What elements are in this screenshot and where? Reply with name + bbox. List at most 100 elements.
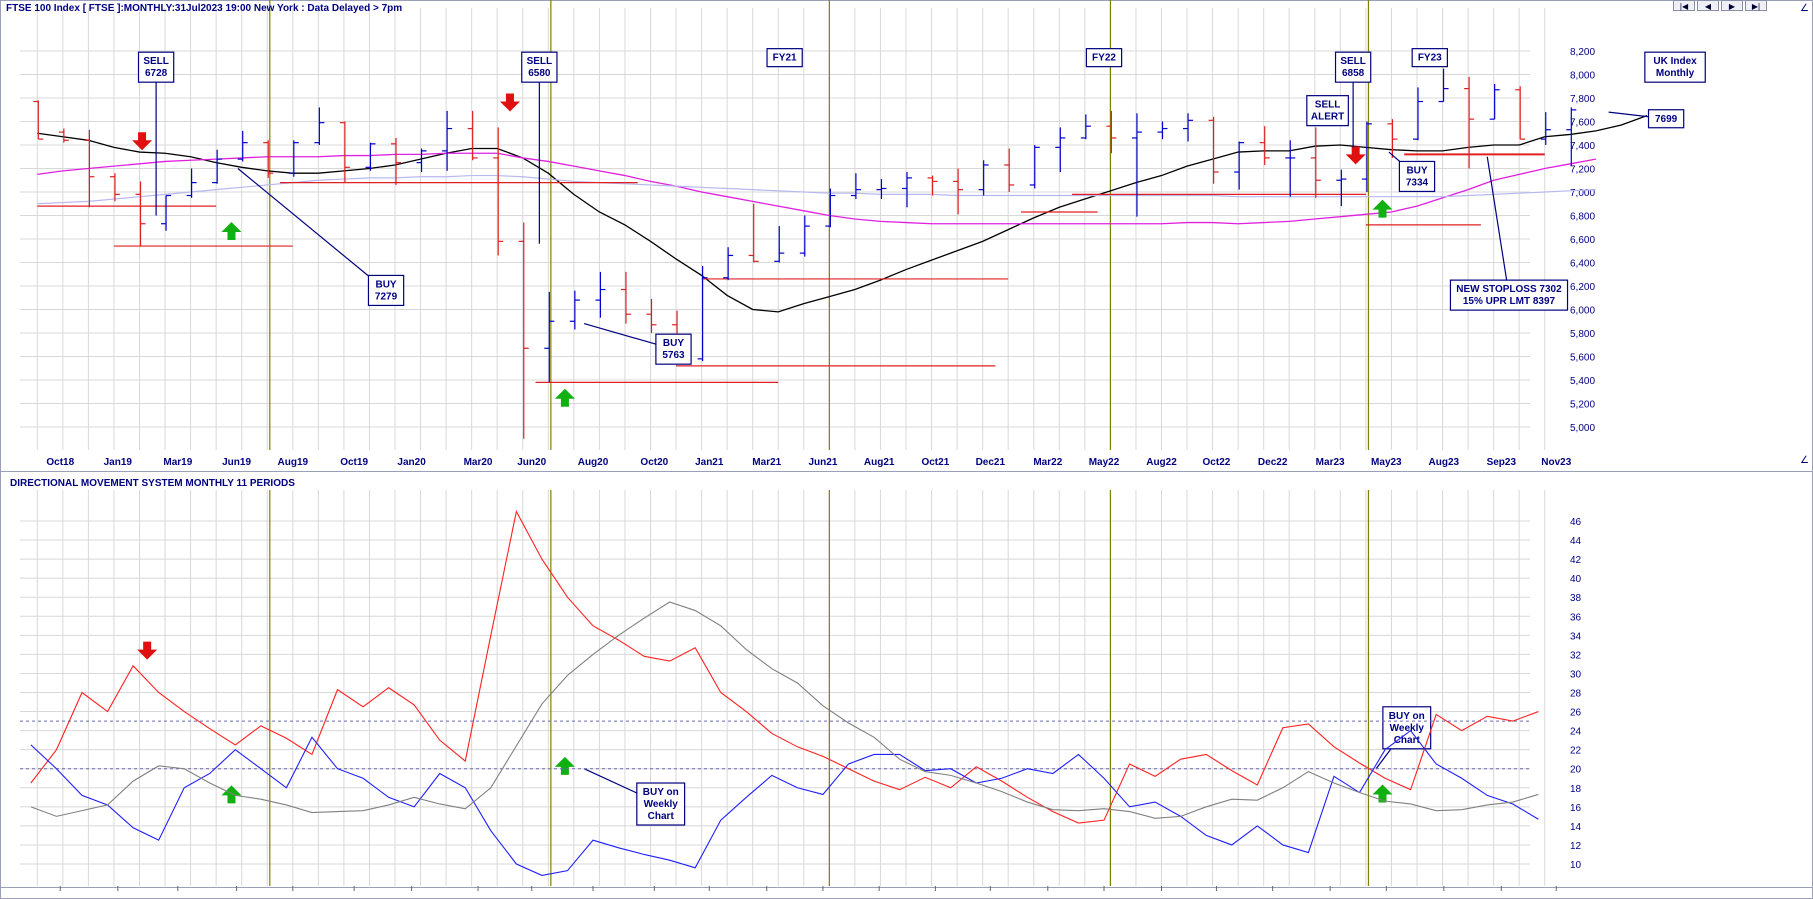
next-icon[interactable]: ▶ bbox=[1721, 0, 1743, 11]
ohlc-bar bbox=[620, 271, 631, 324]
price-axis-tick-label: 5,600 bbox=[1570, 353, 1595, 364]
price-annotation-text: SELL bbox=[1340, 56, 1366, 67]
ohlc-bar bbox=[1285, 140, 1296, 197]
x-axis-tick-label: Jun20 bbox=[517, 457, 546, 468]
ohlc-bar bbox=[1004, 148, 1015, 192]
price-annotation-box bbox=[766, 48, 803, 68]
x-axis-tick-label: Aug20 bbox=[578, 457, 609, 468]
ohlc-bar bbox=[1336, 169, 1347, 207]
price-axis-tick-label: 7,000 bbox=[1570, 188, 1595, 199]
ohlc-bar bbox=[109, 173, 120, 202]
x-axis-tick-label: Aug21 bbox=[864, 457, 895, 468]
dmi-axis-tick-label: 38 bbox=[1570, 593, 1582, 604]
x-axis-tick-label: Oct22 bbox=[1203, 457, 1231, 468]
dmi-axis-tick-label: 44 bbox=[1570, 536, 1582, 547]
x-axis-tick-label: Dec22 bbox=[1258, 457, 1288, 468]
adx-line bbox=[30, 601, 1539, 819]
price-axis-tick-label: 5,800 bbox=[1570, 329, 1595, 340]
ohlc-bar bbox=[927, 175, 938, 196]
ohlc-bar bbox=[467, 110, 478, 161]
ohlc-bar bbox=[1029, 145, 1040, 189]
price-annotation-text: 5763 bbox=[662, 350, 685, 361]
buy-arrow-icon bbox=[221, 221, 242, 240]
ohlc-bar bbox=[1438, 68, 1449, 103]
x-axis-tick-label: May23 bbox=[1371, 457, 1402, 468]
price-annotation-box bbox=[1644, 51, 1706, 83]
ohlc-bar bbox=[1413, 87, 1423, 141]
dmi-axis-tick-label: 32 bbox=[1570, 650, 1582, 661]
dmi-axis-tick-label: 46 bbox=[1570, 517, 1582, 528]
buy-arrow-icon bbox=[554, 756, 575, 775]
ohlc-bar bbox=[442, 110, 453, 171]
price-annotation-text: BUY bbox=[375, 279, 396, 290]
price-annotation-text: BUY bbox=[663, 338, 684, 349]
x-axis-tick-label: Dec21 bbox=[976, 457, 1006, 468]
price-annotation-leader bbox=[237, 168, 387, 291]
price-annotation-box bbox=[1306, 95, 1349, 127]
ohlc-bar bbox=[518, 222, 529, 439]
ohlc-bar bbox=[314, 107, 325, 145]
price-annotation-box bbox=[1398, 160, 1436, 193]
ohlc-bar bbox=[1540, 112, 1551, 145]
ohlc-bar bbox=[1566, 107, 1577, 167]
buy-arrow-icon bbox=[1372, 199, 1393, 218]
price-annotation-box bbox=[137, 51, 175, 83]
price-axis-tick-label: 5,000 bbox=[1570, 423, 1595, 434]
price-annotation-text: NEW STOPLOSS 7302 bbox=[1456, 284, 1562, 295]
ohlc-bar bbox=[1131, 113, 1142, 217]
dmi-axis-tick-label: 30 bbox=[1570, 669, 1582, 680]
sell-arrow-icon bbox=[1345, 146, 1366, 165]
ohlc-bar bbox=[1208, 116, 1219, 184]
chart-title: FTSE 100 Index [ FTSE ]:MONTHLY:31Jul202… bbox=[6, 3, 402, 14]
price-axis-tick-label: 7,600 bbox=[1570, 118, 1595, 129]
ohlc-bar bbox=[799, 215, 810, 257]
first-icon[interactable]: |◀ bbox=[1673, 0, 1695, 11]
price-annotation-text: 15% UPR LMT 8397 bbox=[1463, 296, 1556, 307]
x-axis-tick-label: Mar23 bbox=[1316, 457, 1345, 468]
ma_long-line bbox=[37, 174, 1596, 205]
prev-icon[interactable]: ◀ bbox=[1697, 0, 1719, 11]
ohlc-bar bbox=[237, 130, 248, 162]
x-axis-tick-label: Oct18 bbox=[46, 457, 74, 468]
ohlc-bar bbox=[850, 173, 861, 200]
dmi-axis-tick-label: 24 bbox=[1570, 727, 1582, 738]
price-axis-tick-label: 6,800 bbox=[1570, 212, 1595, 223]
price-annotation-box bbox=[1647, 109, 1685, 129]
ohlc-bar bbox=[288, 140, 299, 177]
dmi-axis-tick-label: 34 bbox=[1570, 631, 1582, 642]
ohlc-bar bbox=[748, 203, 759, 263]
price-annotation-text: 7699 bbox=[1655, 114, 1678, 125]
ohlc-bar bbox=[1361, 121, 1372, 192]
ohlc-bar bbox=[84, 129, 95, 208]
ohlc-bar bbox=[1234, 141, 1245, 190]
dmi-axis-tick-label: 18 bbox=[1570, 784, 1582, 795]
ohlc-bar bbox=[1387, 119, 1398, 158]
dmi-annotation-box bbox=[636, 782, 686, 826]
ma_mid-line bbox=[37, 152, 1596, 225]
ohlc-bar bbox=[58, 128, 69, 143]
ohlc-bar bbox=[391, 137, 401, 185]
ohlc-bar bbox=[953, 168, 964, 215]
price-annotation-text: 7334 bbox=[1406, 177, 1429, 188]
last-icon[interactable]: ▶| bbox=[1745, 0, 1767, 11]
price-annotation-box bbox=[1449, 279, 1569, 311]
ohlc-bar bbox=[1515, 86, 1526, 140]
price-axis-tick-label: 8,200 bbox=[1570, 47, 1595, 58]
buy-arrow-icon bbox=[1372, 784, 1393, 803]
dmi-axis-tick-label: 40 bbox=[1570, 574, 1582, 585]
x-axis-tick-label: Oct20 bbox=[640, 457, 668, 468]
ohlc-bar bbox=[569, 290, 580, 330]
dmi-axis-tick-label: 10 bbox=[1570, 860, 1582, 871]
price-annotation-box bbox=[655, 333, 692, 365]
dmi-axis-tick-label: 42 bbox=[1570, 555, 1582, 566]
x-axis-tick-label: Oct21 bbox=[921, 457, 949, 468]
price-axis-tick-label: 8,000 bbox=[1570, 71, 1595, 82]
sell-arrow-icon bbox=[137, 641, 158, 660]
dmi-axis-tick-label: 12 bbox=[1570, 841, 1582, 852]
ohlc-bar bbox=[774, 226, 785, 263]
corner-icon: ∠ bbox=[1800, 455, 1809, 466]
price-annotation-text: FY22 bbox=[1092, 53, 1116, 64]
price-axis-tick-label: 6,200 bbox=[1570, 282, 1595, 293]
ohlc-bar bbox=[365, 142, 376, 171]
